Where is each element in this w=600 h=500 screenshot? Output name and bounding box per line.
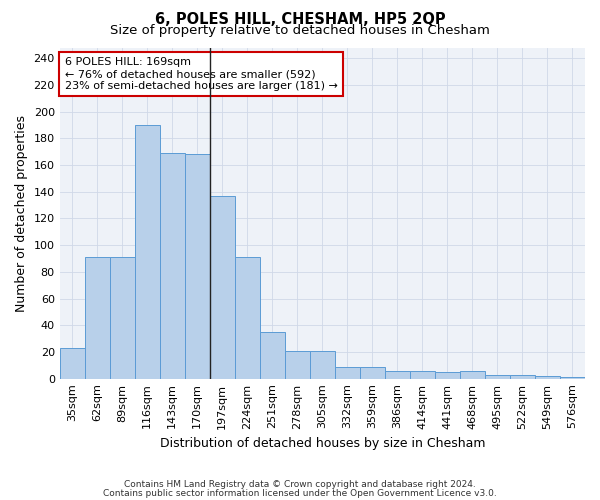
Bar xyxy=(510,374,535,378)
Bar xyxy=(135,125,160,378)
Bar xyxy=(85,257,110,378)
Bar xyxy=(410,370,435,378)
Text: Contains HM Land Registry data © Crown copyright and database right 2024.: Contains HM Land Registry data © Crown c… xyxy=(124,480,476,489)
Bar xyxy=(210,196,235,378)
Bar xyxy=(260,332,285,378)
Bar xyxy=(360,366,385,378)
X-axis label: Distribution of detached houses by size in Chesham: Distribution of detached houses by size … xyxy=(160,437,485,450)
Bar xyxy=(460,370,485,378)
Bar xyxy=(435,372,460,378)
Bar xyxy=(110,257,135,378)
Bar xyxy=(385,370,410,378)
Y-axis label: Number of detached properties: Number of detached properties xyxy=(15,114,28,312)
Bar xyxy=(285,350,310,378)
Text: 6 POLES HILL: 169sqm
← 76% of detached houses are smaller (592)
23% of semi-deta: 6 POLES HILL: 169sqm ← 76% of detached h… xyxy=(65,58,338,90)
Bar xyxy=(535,376,560,378)
Bar xyxy=(160,153,185,378)
Text: 6, POLES HILL, CHESHAM, HP5 2QP: 6, POLES HILL, CHESHAM, HP5 2QP xyxy=(155,12,445,28)
Bar xyxy=(335,366,360,378)
Bar xyxy=(485,374,510,378)
Bar xyxy=(310,350,335,378)
Text: Size of property relative to detached houses in Chesham: Size of property relative to detached ho… xyxy=(110,24,490,37)
Bar xyxy=(235,257,260,378)
Text: Contains public sector information licensed under the Open Government Licence v3: Contains public sector information licen… xyxy=(103,488,497,498)
Bar xyxy=(59,348,85,378)
Bar xyxy=(185,154,210,378)
